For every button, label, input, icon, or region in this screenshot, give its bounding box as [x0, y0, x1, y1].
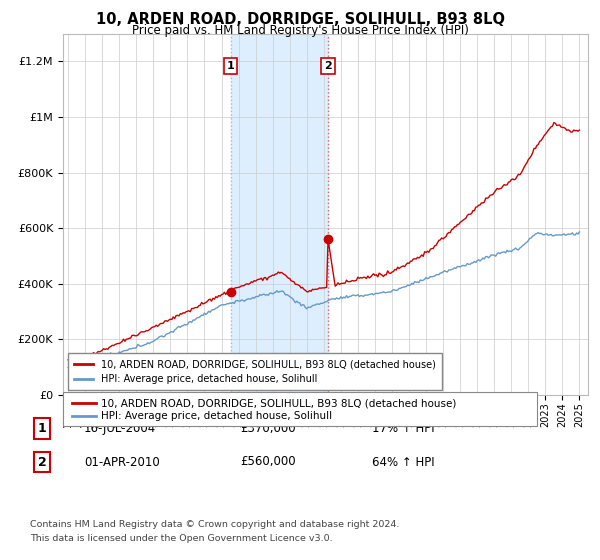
Text: This data is licensed under the Open Government Licence v3.0.: This data is licensed under the Open Gov… [30, 534, 332, 543]
Text: Price paid vs. HM Land Registry's House Price Index (HPI): Price paid vs. HM Land Registry's House … [131, 24, 469, 36]
Text: £560,000: £560,000 [240, 455, 296, 469]
Text: 2: 2 [38, 455, 46, 469]
Text: HPI: Average price, detached house, Solihull: HPI: Average price, detached house, Soli… [101, 410, 332, 421]
Text: 10, ARDEN ROAD, DORRIDGE, SOLIHULL, B93 8LQ: 10, ARDEN ROAD, DORRIDGE, SOLIHULL, B93 … [95, 12, 505, 27]
Text: 1: 1 [227, 61, 235, 71]
Text: Contains HM Land Registry data © Crown copyright and database right 2024.: Contains HM Land Registry data © Crown c… [30, 520, 400, 529]
Text: 64% ↑ HPI: 64% ↑ HPI [372, 455, 434, 469]
Text: £370,000: £370,000 [240, 422, 296, 435]
Legend: 10, ARDEN ROAD, DORRIDGE, SOLIHULL, B93 8LQ (detached house), HPI: Average price: 10, ARDEN ROAD, DORRIDGE, SOLIHULL, B93 … [68, 353, 442, 390]
Text: 10, ARDEN ROAD, DORRIDGE, SOLIHULL, B93 8LQ (detached house): 10, ARDEN ROAD, DORRIDGE, SOLIHULL, B93 … [101, 398, 456, 408]
Text: 2: 2 [324, 61, 332, 71]
Text: 17% ↑ HPI: 17% ↑ HPI [372, 422, 434, 435]
Text: 01-APR-2010: 01-APR-2010 [84, 455, 160, 469]
Text: 1: 1 [38, 422, 46, 435]
Bar [231, 34, 328, 395]
Text: 16-JUL-2004: 16-JUL-2004 [84, 422, 156, 435]
